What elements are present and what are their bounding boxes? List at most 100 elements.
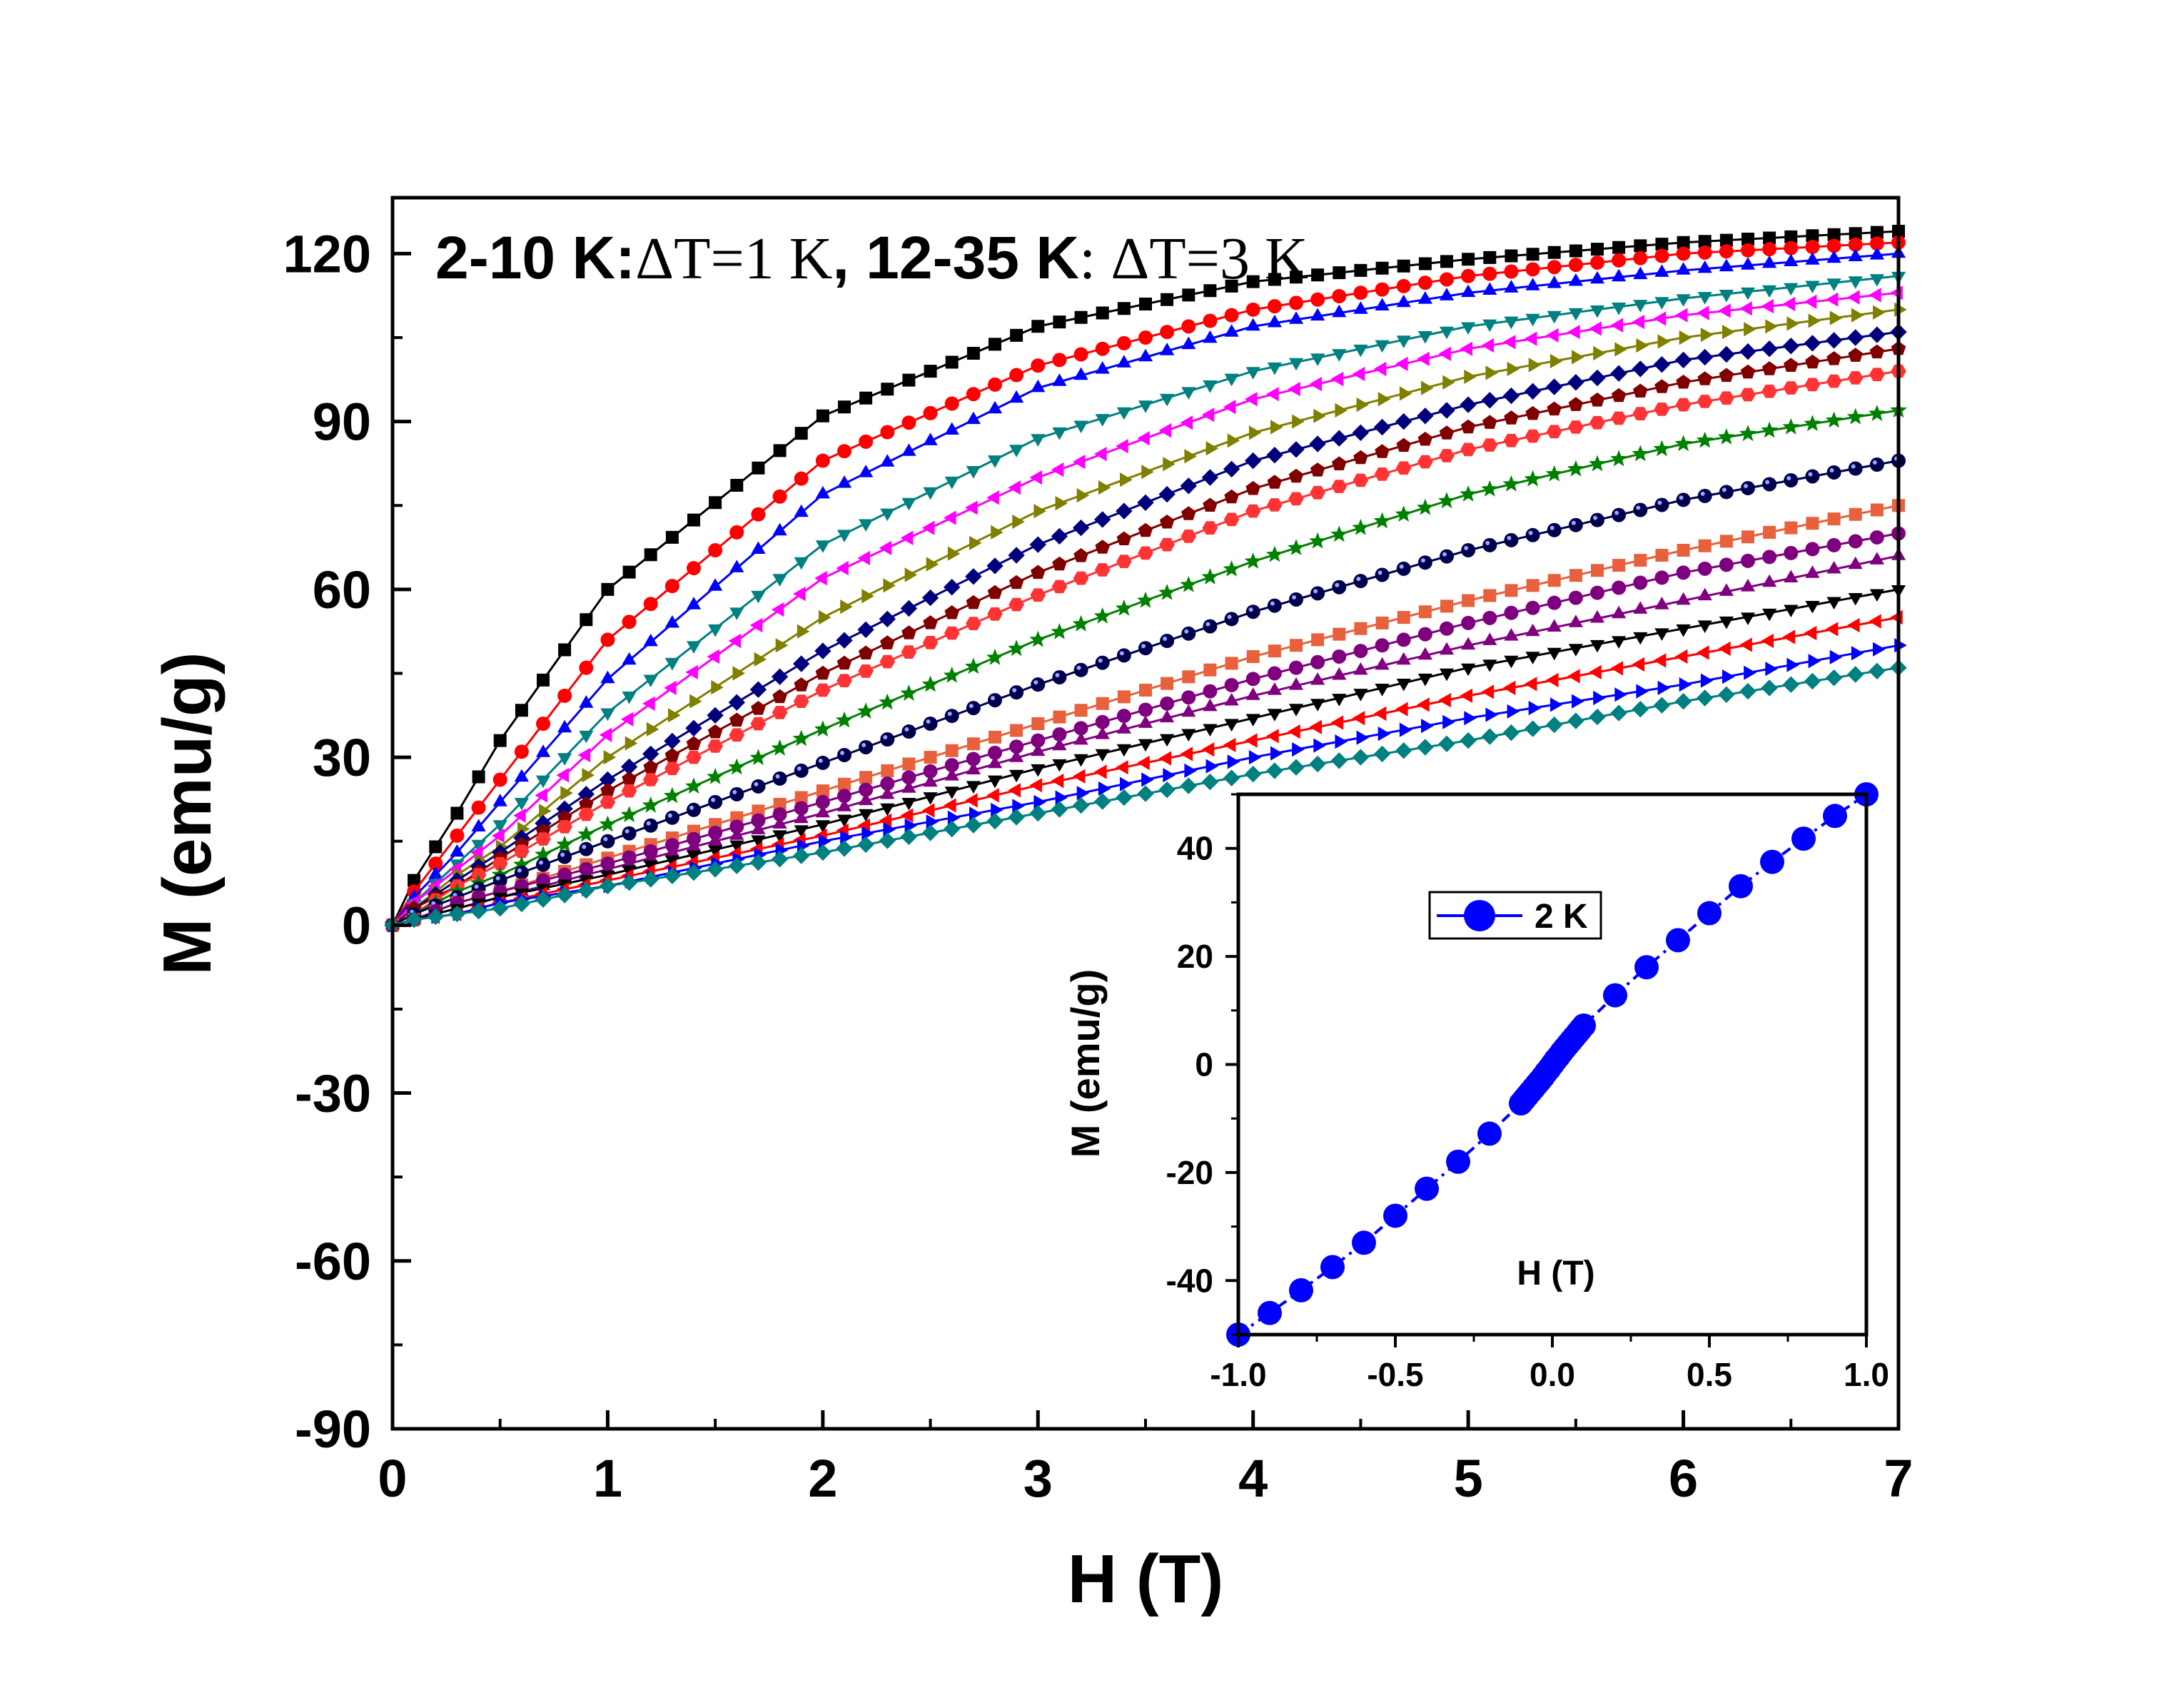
data-point (989, 730, 1001, 744)
data-point (600, 861, 615, 874)
data-point (900, 808, 914, 823)
data-point (969, 806, 982, 821)
data-point (1482, 438, 1498, 452)
data-point (1525, 600, 1540, 615)
data-point (1008, 575, 1024, 590)
data-point (1417, 555, 1432, 570)
data-point (732, 666, 745, 681)
data-point (1031, 358, 1046, 373)
data-point (1547, 275, 1562, 288)
data-point (1504, 655, 1519, 669)
inset-data-point (1289, 1277, 1313, 1302)
data-point (1762, 285, 1777, 298)
data-point (1549, 353, 1563, 369)
data-point (1052, 759, 1067, 772)
data-point-highlight (1722, 487, 1727, 492)
data-point (1353, 574, 1368, 589)
data-point (1181, 626, 1196, 641)
data-point (1567, 325, 1580, 340)
data-point (1098, 781, 1111, 796)
data-point (1589, 415, 1605, 430)
data-point (751, 507, 766, 522)
data-point (1009, 390, 1024, 403)
data-point (883, 822, 896, 837)
data-point (729, 607, 744, 620)
data-point (450, 844, 465, 857)
data-point (986, 788, 999, 803)
data-point (1808, 654, 1821, 669)
data-point (901, 780, 916, 793)
data-point (535, 744, 551, 757)
data-point (579, 730, 594, 744)
data-point (751, 701, 766, 715)
data-point (1633, 601, 1648, 614)
data-point-highlight (861, 742, 866, 747)
data-point (1310, 485, 1325, 500)
data-point (1266, 387, 1279, 402)
data-point (1138, 522, 1153, 537)
data-point (1653, 311, 1667, 326)
data-point (754, 652, 767, 667)
data-point (1310, 654, 1325, 669)
data-point (751, 835, 766, 849)
data-point (1762, 477, 1777, 492)
data-point (751, 590, 766, 604)
data-point (492, 828, 505, 843)
data-point (966, 347, 980, 360)
data-point (880, 454, 895, 467)
data-point (664, 657, 679, 671)
data-point (1266, 762, 1283, 779)
data-point (1225, 657, 1238, 670)
data-point (1847, 666, 1864, 683)
data-point (1763, 231, 1776, 245)
data-point (1612, 253, 1627, 268)
data-point (836, 560, 849, 576)
data-point (1546, 378, 1563, 395)
data-point (836, 632, 853, 649)
data-point (1632, 314, 1645, 330)
data-point (1116, 760, 1128, 775)
data-point (1676, 565, 1691, 580)
data-point (1719, 233, 1733, 247)
data-point (794, 427, 808, 440)
data-point (1804, 672, 1821, 690)
data-point-highlight (1248, 607, 1253, 612)
main-series-layer (384, 225, 1907, 934)
main-x-axis: 0 1 2 3 4 5 6 7 (378, 1410, 1913, 1508)
data-point (1270, 420, 1283, 435)
data-point (861, 589, 874, 604)
data-point (1288, 441, 1305, 458)
data-point (1632, 657, 1645, 672)
data-point (1568, 258, 1583, 273)
data-point (1227, 433, 1240, 448)
data-point (557, 688, 572, 703)
data-point (858, 664, 874, 678)
data-point (792, 729, 810, 747)
data-point (471, 819, 486, 831)
data-point (772, 816, 787, 829)
data-point (1653, 697, 1671, 714)
data-point (580, 613, 593, 627)
data-point (1031, 379, 1046, 393)
data-point (1633, 383, 1648, 398)
data-point (1868, 405, 1886, 421)
data-point (1266, 729, 1279, 744)
data-point (535, 832, 551, 846)
data-point (815, 540, 830, 553)
data-point (1332, 349, 1347, 362)
data-point (625, 736, 638, 751)
data-point (1545, 465, 1563, 482)
data-point (1481, 684, 1495, 699)
data-point (1095, 540, 1110, 554)
data-point (707, 707, 724, 724)
data-point (1504, 280, 1519, 293)
data-point (987, 775, 1003, 789)
data-point-highlight (1765, 480, 1770, 485)
inset-data-point (1383, 1203, 1407, 1228)
data-point (883, 578, 896, 593)
data-point (1869, 247, 1884, 260)
data-point (1245, 714, 1260, 727)
data-point (1246, 275, 1260, 288)
data-point (969, 535, 982, 550)
data-point (1847, 329, 1864, 346)
